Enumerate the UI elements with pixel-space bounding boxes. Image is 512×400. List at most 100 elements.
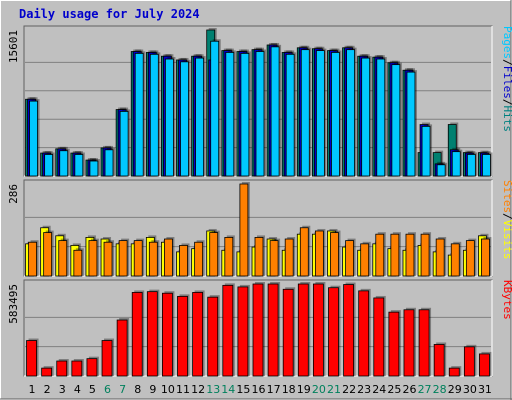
bar-kbytes-day-26 — [403, 309, 415, 377]
x-tick-label: 19 — [297, 383, 311, 396]
bar-pages-day-13 — [210, 40, 220, 177]
bar-pages-day-31 — [482, 154, 491, 177]
series-pages — [29, 39, 493, 177]
legend-entry: Files — [501, 66, 512, 99]
bar-sites-day-20 — [314, 230, 324, 277]
x-tick-label: 3 — [59, 383, 66, 396]
x-tick-label: 21 — [327, 383, 341, 396]
bar-kbytes-day-12 — [192, 292, 204, 377]
x-tick-label: 29 — [448, 383, 462, 396]
bar-kbytes-day-17 — [267, 283, 279, 377]
bar-sites-day-7 — [118, 240, 128, 277]
x-tick-label: 6 — [104, 383, 111, 396]
bar-kbytes-day-18 — [282, 288, 294, 377]
bar-pages-day-30 — [466, 154, 476, 177]
bar-pages-day-20 — [315, 50, 325, 177]
bar-pages-day-12 — [195, 57, 205, 177]
series-sites — [28, 182, 492, 277]
legend-entry: KBytes — [501, 280, 512, 320]
bar-pages-day-4 — [74, 154, 84, 177]
bar-pages-day-6 — [104, 149, 114, 177]
ymax-label: 583495 — [7, 284, 20, 324]
bar-kbytes-day-2 — [41, 367, 53, 377]
x-tick-label: 26 — [402, 383, 416, 396]
bar-sites-day-6 — [103, 241, 113, 277]
bar-kbytes-day-6 — [101, 340, 113, 377]
bar-sites-day-17 — [269, 240, 279, 277]
x-tick-label: 10 — [161, 383, 175, 396]
bar-pages-day-10 — [165, 58, 174, 177]
legend-entry: Hits — [501, 106, 512, 133]
bar-kbytes-day-3 — [56, 360, 68, 377]
bar-sites-day-8 — [133, 240, 143, 277]
bar-kbytes-day-19 — [297, 283, 309, 377]
bar-sites-day-18 — [284, 238, 294, 277]
x-tick-label: 1 — [29, 383, 36, 396]
bar-pages-day-11 — [180, 61, 189, 177]
x-tick-label: 22 — [342, 383, 356, 396]
bar-kbytes-day-30 — [463, 346, 475, 377]
bar-pages-day-8 — [134, 53, 144, 177]
bar-sites-day-22 — [345, 240, 354, 277]
bar-pages-day-5 — [89, 160, 99, 177]
bar-sites-day-31 — [481, 238, 490, 277]
bar-pages-day-21 — [331, 52, 340, 177]
panel-legend-label: KBytes — [501, 280, 512, 320]
bar-kbytes-day-5 — [86, 358, 98, 377]
bar-sites-day-30 — [465, 240, 475, 277]
x-tick-label: 13 — [206, 383, 220, 396]
bar-sites-day-23 — [360, 243, 370, 277]
bar-pages-day-17 — [270, 46, 280, 177]
bar-kbytes-day-9 — [146, 291, 158, 377]
x-tick-label: 12 — [191, 383, 205, 396]
chart-panels: 15601Pages/Files/Hits286Sites/Visits5834… — [7, 25, 512, 377]
bar-kbytes-day-15 — [237, 286, 249, 377]
bar-sites-day-11 — [179, 245, 188, 277]
bar-sites-day-25 — [390, 233, 400, 277]
bar-pages-day-3 — [59, 150, 69, 177]
x-tick-label: 24 — [372, 383, 386, 396]
bar-kbytes-day-28 — [433, 344, 445, 377]
x-tick-label: 25 — [387, 383, 401, 396]
x-tick-label: 31 — [478, 383, 492, 396]
bar-kbytes-day-25 — [388, 311, 400, 377]
bar-kbytes-day-29 — [448, 367, 460, 377]
bar-kbytes-day-1 — [26, 340, 37, 377]
bar-sites-day-5 — [88, 240, 98, 277]
bar-sites-day-27 — [420, 233, 430, 277]
bar-sites-day-28 — [435, 238, 445, 277]
bar-pages-day-14 — [225, 52, 235, 177]
ymax-label: 286 — [7, 184, 20, 204]
bar-pages-day-19 — [300, 49, 310, 177]
x-tick-label: 20 — [312, 383, 326, 396]
bar-kbytes-day-14 — [222, 284, 234, 377]
bar-sites-day-24 — [375, 233, 385, 277]
bar-sites-day-13 — [209, 232, 219, 277]
bar-pages-day-24 — [376, 58, 386, 177]
panel-volume: 583495 KBytes — [7, 279, 512, 377]
x-tick-label: 8 — [134, 383, 141, 396]
bar-kbytes-day-31 — [479, 353, 490, 377]
bar-sites-day-1 — [28, 241, 37, 277]
bar-sites-day-10 — [164, 238, 173, 277]
bar-sites-day-9 — [148, 241, 158, 277]
bar-kbytes-day-8 — [131, 292, 143, 377]
bar-pages-day-27 — [421, 126, 431, 177]
bar-pages-day-23 — [361, 57, 371, 177]
bar-kbytes-day-11 — [177, 295, 188, 377]
bar-sites-day-21 — [330, 232, 339, 277]
x-tick-label: 7 — [119, 383, 126, 396]
bar-kbytes-day-21 — [328, 287, 339, 377]
legend-entry: / — [501, 99, 512, 106]
bar-pages-day-22 — [346, 49, 355, 177]
panel-legend-label: Sites/Visits — [501, 180, 512, 260]
bar-pages-day-9 — [149, 53, 159, 177]
bar-sites-day-29 — [450, 243, 460, 277]
chart-title: Daily usage for July 2024 — [19, 7, 200, 21]
bar-kbytes-day-20 — [312, 283, 324, 377]
bar-pages-day-15 — [240, 53, 250, 177]
bar-pages-day-28 — [436, 164, 446, 177]
bar-pages-day-1 — [29, 100, 38, 177]
bar-pages-day-25 — [391, 64, 401, 177]
